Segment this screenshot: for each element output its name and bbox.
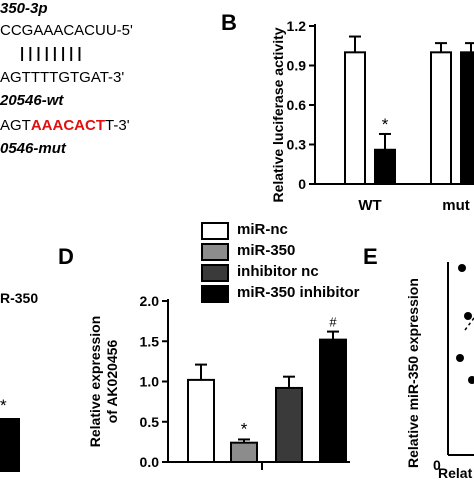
panel-e-ytick: 0 xyxy=(433,457,441,473)
d-y-tick-label: 0.0 xyxy=(140,454,160,470)
panel-e-point xyxy=(458,264,466,272)
mut-label: 0546-mut xyxy=(0,140,66,157)
panel-c-bar xyxy=(0,418,20,472)
d-y-tick-label: 1.5 xyxy=(140,333,160,349)
wt-sequence: AGTTTTGTGAT-3' xyxy=(0,69,125,86)
panel-e-point xyxy=(456,354,464,362)
d-y-axis-label-line1: Relative expression xyxy=(87,316,103,448)
panel-b-letter: B xyxy=(221,10,237,35)
b-y-tick-label: 0 xyxy=(298,176,306,192)
d-y-tick-label: 2.0 xyxy=(140,293,160,309)
d-bar xyxy=(187,378,215,464)
b-bar xyxy=(344,51,366,186)
b-y-tick-label: 0.9 xyxy=(287,58,307,74)
b-x-tick-label: WT xyxy=(358,197,381,214)
legend-label: miR-nc xyxy=(237,221,288,238)
mut-sequence: AGTAAACACTT-3' xyxy=(0,117,130,134)
panel-e-point xyxy=(468,376,474,384)
wt-label: 20546-wt xyxy=(0,92,64,109)
legend-label: inhibitor nc xyxy=(237,263,319,280)
b-y-tick-label: 1.2 xyxy=(287,18,307,34)
b-bar xyxy=(460,51,474,186)
panel-d-letter: D xyxy=(58,244,74,269)
d-y-tick-label: 1.0 xyxy=(140,374,160,390)
d-y-tick-label: 0.5 xyxy=(140,414,160,430)
legend-label: miR-350 xyxy=(237,242,296,259)
legend-swatch xyxy=(201,264,229,282)
panel-c-label: R-350 xyxy=(0,290,39,306)
b-bar xyxy=(430,51,452,186)
b-y-tick-label: 0.6 xyxy=(287,97,307,113)
b-bar xyxy=(374,148,396,185)
d-significance-mark: # xyxy=(329,315,337,330)
mutated-bases: AAACACT xyxy=(30,117,106,134)
legend-swatch xyxy=(201,285,229,303)
b-significance-star: * xyxy=(382,115,389,134)
b-x-tick-label: mut xyxy=(442,197,470,214)
d-bar xyxy=(275,386,303,463)
b-y-tick-label: 0.3 xyxy=(287,137,307,153)
d-bar xyxy=(230,441,258,463)
legend-label: miR-350 inhibitor xyxy=(237,284,360,301)
pairing-bars: |||||||| xyxy=(20,45,86,62)
b-y-axis-label: Relative luciferase activity xyxy=(270,27,286,202)
panel-e-point xyxy=(464,312,472,320)
d-significance-mark: * xyxy=(241,419,248,438)
panel-e-letter: E xyxy=(363,244,378,269)
mirna-label: 350-3p xyxy=(0,0,48,17)
mirna-sequence: CCGAAACACUU-5' xyxy=(0,22,133,39)
legend-swatch xyxy=(201,243,229,261)
panel-c-star: * xyxy=(0,396,7,415)
d-bar xyxy=(319,338,347,464)
legend-swatch xyxy=(201,222,229,240)
panel-e-fit-line xyxy=(464,317,474,331)
d-y-axis-label-line2: of AK020456 xyxy=(104,340,120,424)
